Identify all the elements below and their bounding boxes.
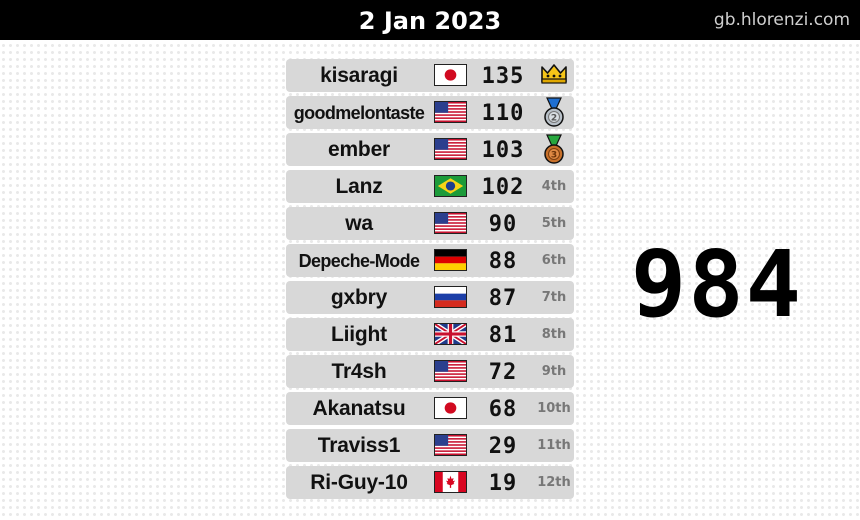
player-name: Akanatsu: [312, 397, 406, 420]
player-score: 90: [488, 212, 518, 237]
leaderboard-row: Akanatsu 68 10th: [286, 392, 574, 425]
player-score: 88: [488, 249, 518, 274]
top-bar: 2 Jan 2023 gb.hlorenzi.com: [0, 0, 860, 40]
site-url: gb.hlorenzi.com: [713, 10, 850, 30]
uk-flag-icon: [434, 323, 467, 345]
leaderboard-row: wa 90 5th: [286, 207, 574, 240]
rank-label: 7th: [541, 290, 567, 305]
crown-icon: [536, 60, 572, 91]
leaderboard-row: Depeche-Mode 88 6th: [286, 244, 574, 277]
player-name: Tr4sh: [331, 360, 387, 383]
leaderboard-row: kisaragi 135: [286, 59, 574, 92]
rank-label: 9th: [541, 364, 567, 379]
rank-label: 11th: [537, 438, 571, 453]
japan-flag-icon: [434, 397, 467, 419]
player-score: 68: [488, 397, 518, 422]
player-score: 110: [481, 101, 525, 126]
leaderboard-row: Liight 81 8th: [286, 318, 574, 351]
svg-text:3: 3: [551, 151, 557, 161]
player-score: 87: [488, 286, 518, 311]
rank-label: 8th: [541, 327, 567, 342]
total-count: 984: [630, 231, 804, 338]
usa-flag-icon: [434, 434, 467, 456]
player-score: 102: [481, 175, 525, 200]
player-name: Ri-Guy-10: [310, 471, 408, 494]
player-name: kisaragi: [320, 64, 398, 87]
usa-flag-icon: [434, 360, 467, 382]
bronze-medal-icon: 3: [536, 134, 572, 165]
leaderboard-row: goodmelontaste 110 2: [286, 96, 574, 129]
player-score: 19: [488, 471, 518, 496]
rank-label: 6th: [541, 253, 567, 268]
leaderboard-row: ember 103 3: [286, 133, 574, 166]
player-name: Depeche-Mode: [298, 251, 420, 271]
brazil-flag-icon: [434, 175, 467, 197]
player-name: Traviss1: [317, 434, 401, 457]
russia-flag-icon: [434, 286, 467, 308]
leaderboard-row: Lanz 102 4th: [286, 170, 574, 203]
player-name: Liight: [331, 323, 387, 346]
leaderboard-row: gxbry 87 7th: [286, 281, 574, 314]
player-name: wa: [345, 212, 373, 235]
leaderboard-row: Tr4sh 72 9th: [286, 355, 574, 388]
canada-flag-icon: [434, 471, 467, 493]
date-label: 2 Jan 2023: [358, 7, 502, 35]
player-name: goodmelontaste: [293, 103, 425, 123]
player-name: Lanz: [335, 175, 383, 198]
silver-medal-icon: 2: [536, 97, 572, 128]
rank-label: 12th: [537, 475, 571, 490]
leaderboard: kisaragi 135 goodmelontaste 110 2 ember …: [286, 59, 574, 503]
player-score: 81: [488, 323, 518, 348]
rank-label: 5th: [541, 216, 567, 231]
rank-label: 4th: [541, 179, 567, 194]
leaderboard-row: Ri-Guy-10 19 12th: [286, 466, 574, 499]
leaderboard-row: Traviss1 29 11th: [286, 429, 574, 462]
player-score: 135: [481, 64, 525, 89]
japan-flag-icon: [434, 64, 467, 86]
usa-flag-icon: [434, 212, 467, 234]
usa-flag-icon: [434, 101, 467, 123]
svg-text:2: 2: [551, 114, 557, 124]
player-score: 72: [488, 360, 518, 385]
player-name: ember: [327, 138, 391, 161]
player-name: gxbry: [330, 286, 388, 309]
player-score: 103: [481, 138, 525, 163]
usa-flag-icon: [434, 138, 467, 160]
player-score: 29: [488, 434, 518, 459]
germany-flag-icon: [434, 249, 467, 271]
rank-label: 10th: [537, 401, 571, 416]
